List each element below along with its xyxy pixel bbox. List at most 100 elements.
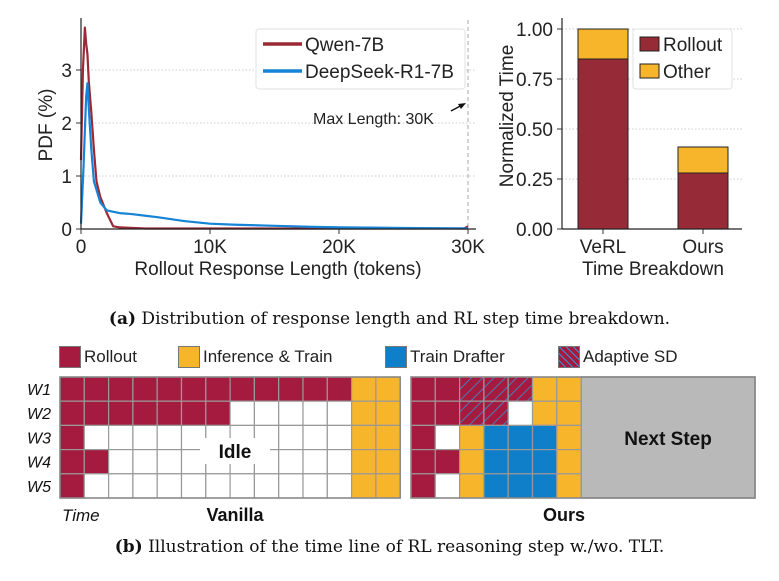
vanilla-cell-idle [83, 424, 110, 451]
ours-cell-train-drafter [531, 449, 558, 475]
worker-label: W3 [27, 430, 51, 447]
annotation-max-length: Max Length: 30K [313, 111, 434, 128]
vanilla-cell-rollout [156, 400, 183, 427]
x-axis-label: Rollout Response Length (tokens) [134, 259, 421, 280]
ours-cell-adaptive-sd [459, 400, 485, 427]
vanilla-cell-inference-train [351, 424, 377, 451]
vanilla-cell-rollout [83, 400, 110, 427]
y-tick-label: 0.00 [516, 220, 553, 241]
legend-rollout: Rollout [59, 346, 137, 368]
vanilla-cell-rollout [180, 376, 207, 402]
legend-label: Train Drafter [410, 347, 505, 366]
vanilla-cell-inference-train [351, 449, 377, 475]
bar-ours-other [677, 146, 729, 174]
bar-ours-rollout [677, 172, 729, 230]
time-label: Time [62, 506, 100, 525]
vanilla-cell-rollout [156, 376, 183, 402]
vanilla-cell-rollout [229, 376, 256, 402]
bar-verl-rollout [577, 58, 629, 230]
vanilla-cell-inference-train [375, 424, 401, 451]
vanilla-cell-rollout [205, 400, 231, 427]
caption-b: (b) Illustration of the time line of RL … [0, 537, 779, 557]
vanilla-cell-idle [132, 424, 158, 451]
legend-label: DeepSeek-R1-7B [305, 62, 454, 83]
caption-b-tag: (b) [114, 537, 143, 557]
caption-b-text: Illustration of the time line of RL reas… [142, 537, 665, 557]
ours-cell-inference-train [556, 473, 582, 499]
ours-cell-inference-train [531, 400, 558, 427]
vanilla-cell-idle [253, 400, 280, 427]
ours-cell-idle [434, 424, 461, 451]
vanilla-cell-idle [326, 400, 353, 427]
ours-cell-rollout [434, 400, 461, 427]
vanilla-cell-idle [156, 449, 183, 475]
legend-label: Rollout [84, 347, 137, 366]
vanilla-cell-idle [205, 473, 231, 499]
vanilla-cell-idle [83, 473, 110, 499]
ours-cell-rollout [410, 449, 436, 475]
ours-frame [410, 376, 756, 499]
vanilla-cell-idle [278, 424, 304, 451]
vanilla-title: Vanilla [206, 505, 264, 525]
vanilla-cell-idle [302, 424, 328, 451]
ours-cell-inference-train [459, 424, 485, 451]
legend-label: Adaptive SD [583, 347, 678, 366]
x-tick-label: 0 [76, 237, 87, 258]
vanilla-cell-idle [302, 400, 328, 427]
vanilla-cell-rollout [180, 400, 207, 427]
vanilla-cell-idle [132, 473, 158, 499]
x-tick-label: 20K [322, 237, 356, 258]
vanilla-cell-inference-train [351, 473, 377, 499]
legend-label: Rollout [663, 35, 723, 56]
ours-cell-train-drafter [507, 473, 534, 499]
vanilla-cell-rollout [205, 376, 231, 402]
worker-label: W2 [27, 406, 51, 423]
vanilla-cell-rollout [59, 376, 85, 402]
y-tick-label: 0.50 [516, 120, 553, 141]
next-step-label: Next Step [624, 429, 712, 450]
vanilla-cell-rollout [83, 449, 110, 475]
y-tick-label: 1.00 [516, 20, 553, 41]
vanilla-cell-idle [278, 449, 304, 475]
caption-a-text: Distribution of response length and RL s… [136, 309, 671, 329]
vanilla-cell-rollout [83, 376, 110, 402]
y-tick-label: 0.25 [516, 170, 553, 191]
ours-cell-train-drafter [507, 449, 534, 475]
idle-label-bg [200, 438, 270, 464]
series-line-0 [79, 26, 469, 230]
ours-cell-inference-train [556, 424, 582, 451]
vanilla-cell-rollout [132, 400, 158, 427]
ours-cell-rollout [410, 473, 436, 499]
vanilla-cell-inference-train [375, 449, 401, 475]
ours-cell-train-drafter [531, 473, 558, 499]
adaptive-sd-swatch [558, 346, 580, 368]
inference-swatch [178, 346, 200, 368]
series-line-1 [79, 82, 469, 230]
vanilla-cell-rollout [278, 376, 304, 402]
y-tick-label: 3 [61, 61, 72, 82]
ours-cell-idle [507, 400, 534, 427]
ours-cell-train-drafter [507, 424, 534, 451]
legend-label: Qwen-7B [305, 35, 384, 56]
legend-inference-train: Inference & Train [178, 346, 332, 368]
worker-label: W1 [27, 382, 51, 399]
vanilla-cell-inference-train [375, 376, 401, 402]
ours-cell-train-drafter [483, 424, 509, 451]
vanilla-cell-rollout [302, 376, 328, 402]
ours-cell-adaptive-sd [507, 376, 534, 402]
vanilla-cell-rollout [59, 400, 85, 427]
vanilla-cell-idle [229, 473, 256, 499]
ours-cell-adaptive-sd [459, 376, 485, 402]
worker-label: W4 [27, 455, 51, 472]
ours-cell-adaptive-sd [483, 400, 509, 427]
vanilla-cell-inference-train [351, 376, 377, 402]
arrow-head-icon [458, 103, 466, 109]
ours-cell-train-drafter [483, 473, 509, 499]
vanilla-cell-idle [302, 449, 328, 475]
vanilla-cell-rollout [59, 449, 85, 475]
vanilla-cell-idle [229, 400, 256, 427]
vanilla-cell-inference-train [375, 473, 401, 499]
ours-cell-idle [434, 473, 461, 499]
next-step-block [580, 376, 756, 499]
